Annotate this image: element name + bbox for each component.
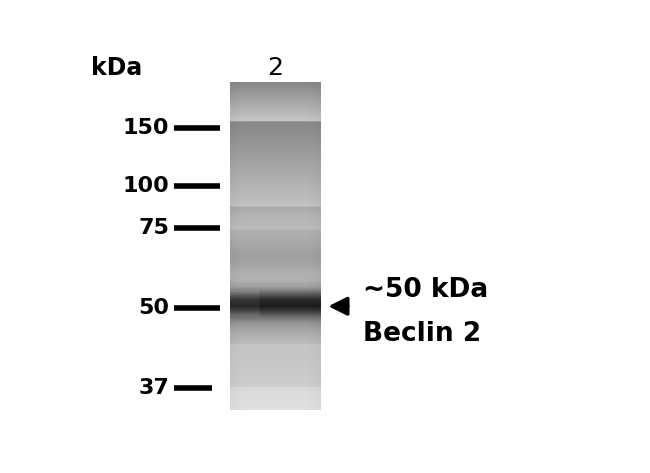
Text: ~50 kDa: ~50 kDa bbox=[363, 277, 489, 303]
Text: 50: 50 bbox=[138, 298, 170, 318]
Text: 100: 100 bbox=[123, 176, 170, 196]
Text: 37: 37 bbox=[138, 378, 170, 398]
Text: 2: 2 bbox=[267, 56, 283, 79]
Text: Beclin 2: Beclin 2 bbox=[363, 321, 482, 347]
Text: 75: 75 bbox=[138, 218, 170, 238]
Text: 150: 150 bbox=[123, 118, 170, 138]
Text: kDa: kDa bbox=[91, 56, 142, 79]
